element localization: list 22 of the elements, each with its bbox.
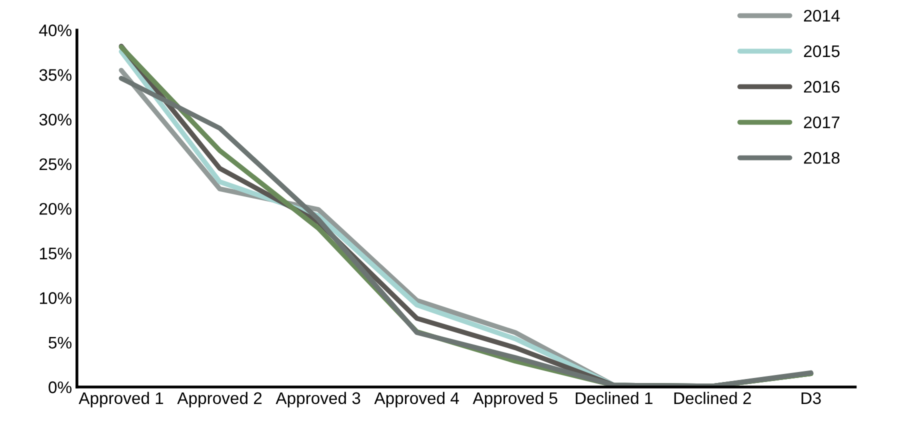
legend-label: 2016: [804, 80, 840, 93]
legend-label: 2017: [804, 116, 840, 128]
legend-label: 2018: [804, 152, 840, 164]
legend-label: 2015: [804, 45, 840, 58]
y-tick-label: 5%: [48, 336, 72, 349]
x-tick-label: Approved 2: [177, 392, 262, 408]
x-tick-label: D3: [802, 392, 821, 404]
y-tick-label: 0%: [48, 381, 72, 394]
y-tick-label: 25%: [40, 158, 72, 170]
x-tick-label: Declined 2: [674, 392, 751, 404]
x-tick-label: Approved 3: [276, 392, 360, 408]
y-tick-label: 15%: [40, 248, 72, 260]
y-tick-label: 20%: [40, 202, 72, 215]
x-tick-label: Approved 5: [472, 392, 558, 408]
x-tick-label: Approved 1: [78, 392, 164, 408]
x-tick-label: Approved 4: [374, 392, 459, 408]
y-tick-label: 35%: [39, 69, 72, 81]
y-tick-label: 10%: [40, 292, 72, 304]
y-tick-label: 30%: [39, 114, 72, 126]
y-tick-label: 40%: [39, 24, 72, 36]
legend-label: 2014: [804, 10, 840, 22]
x-tick-label: Declined 1: [576, 392, 652, 404]
